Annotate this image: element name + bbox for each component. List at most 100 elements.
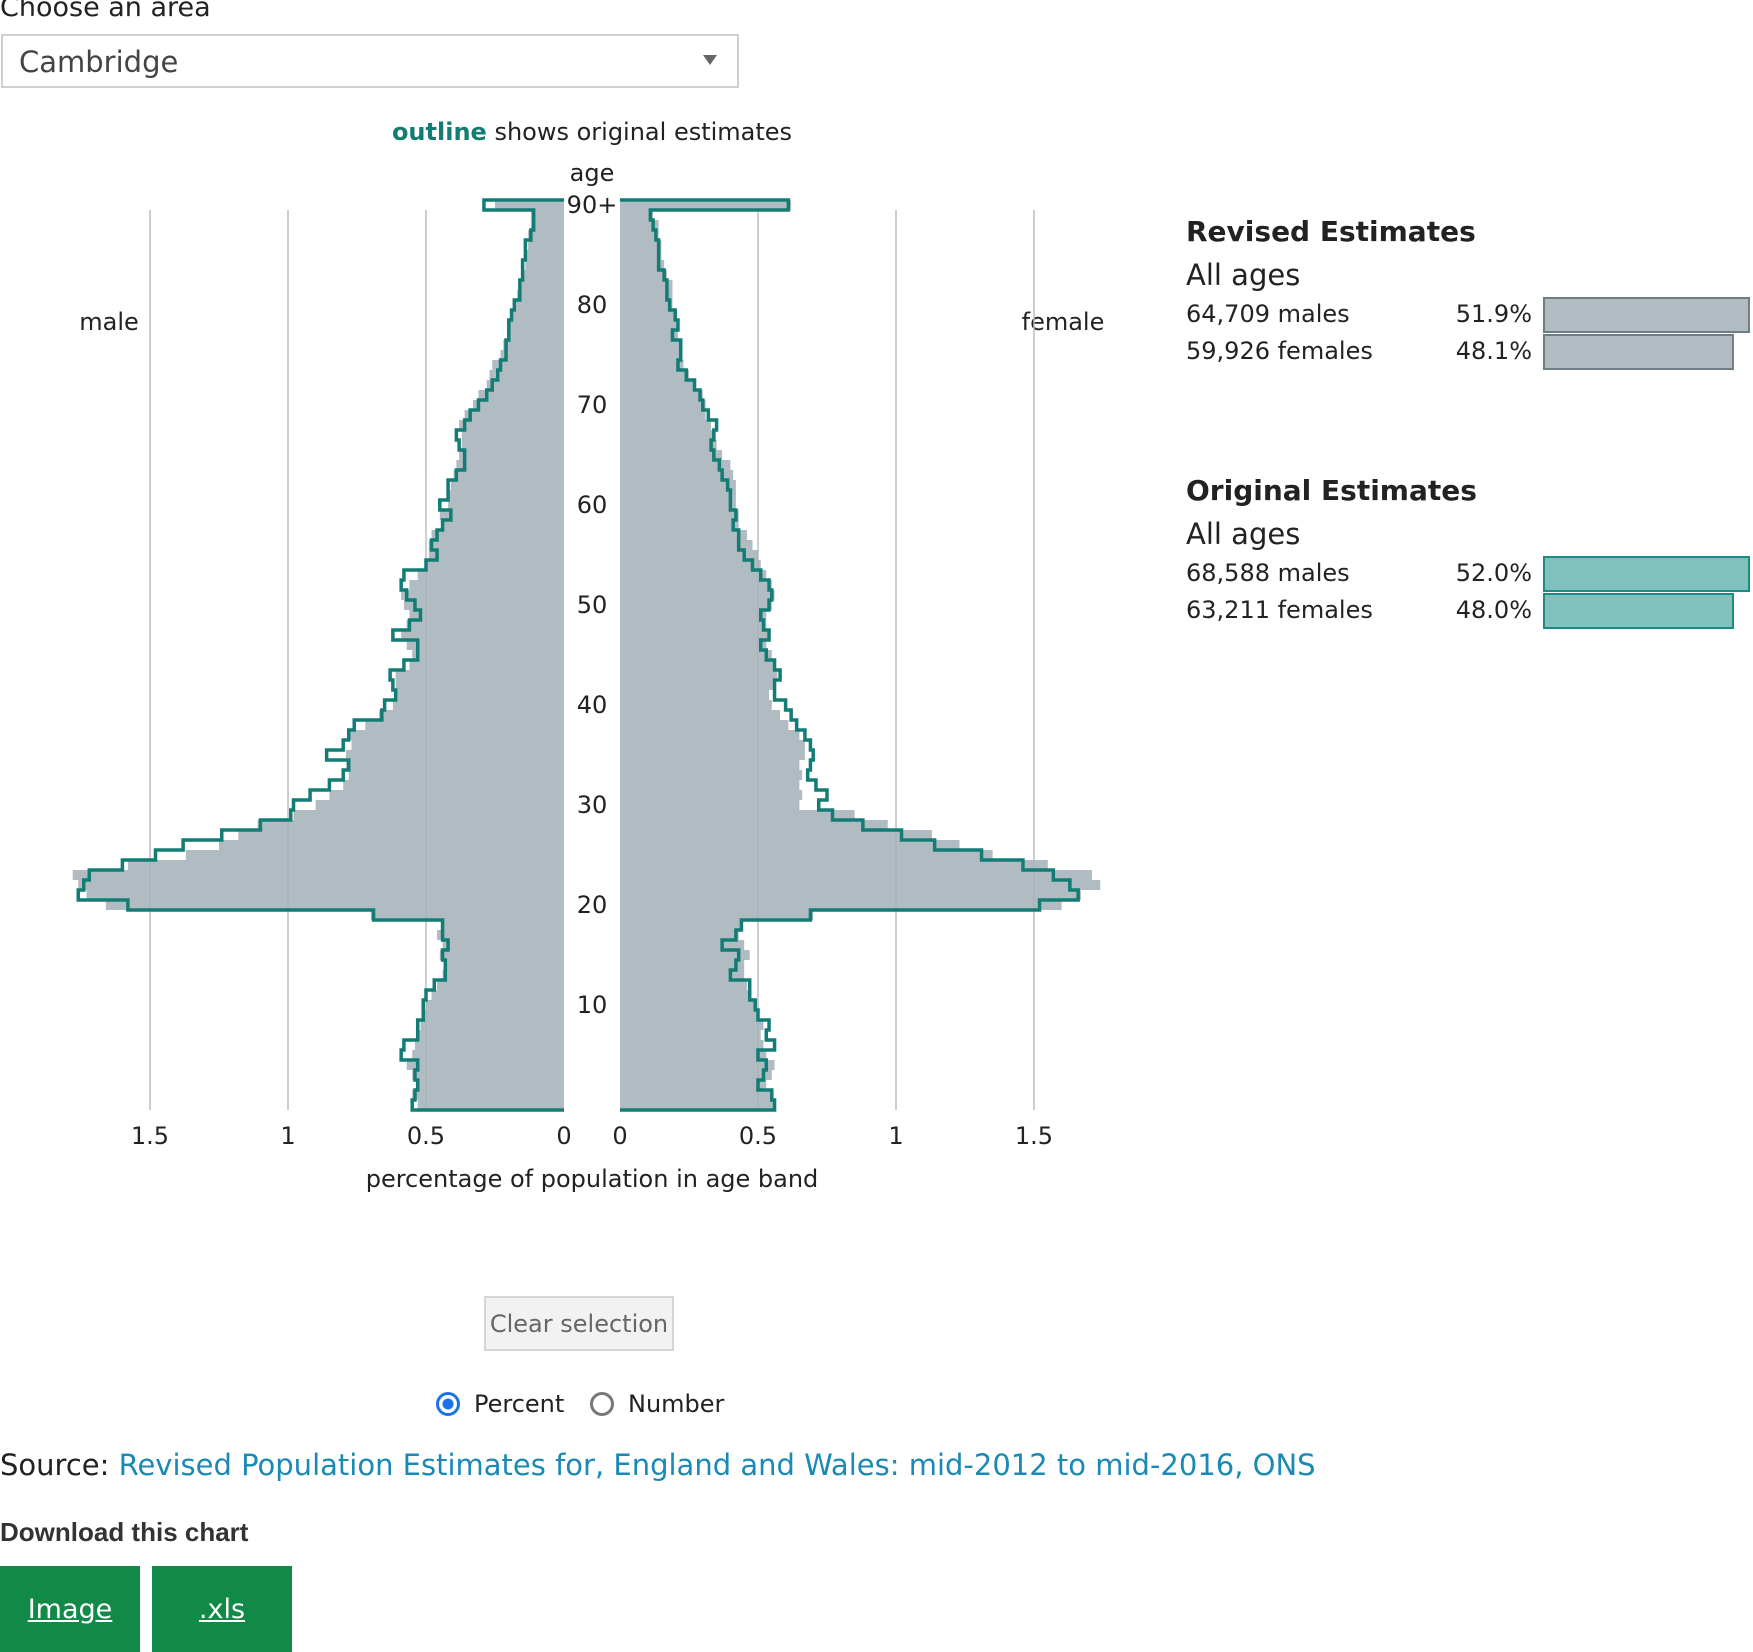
- bar-female: [620, 830, 932, 840]
- bar-male: [442, 940, 564, 950]
- bar-male: [401, 630, 564, 640]
- bar-male: [514, 300, 564, 310]
- bar-male: [459, 450, 564, 460]
- original-males-pct: 52.0%: [1455, 559, 1532, 587]
- area-select[interactable]: Cambridge: [1, 34, 739, 88]
- download-xls-button[interactable]: .xls: [152, 1566, 292, 1652]
- bar-female: [620, 720, 789, 730]
- download-image-button[interactable]: Image: [0, 1566, 140, 1652]
- original-title: Original Estimates: [1186, 474, 1477, 507]
- bar-male: [406, 640, 564, 650]
- bar-female: [620, 480, 736, 490]
- bar-female: [620, 550, 758, 560]
- bar-male: [406, 1060, 564, 1070]
- radio-number-option[interactable]: Number: [590, 1390, 724, 1418]
- bar-male: [456, 460, 564, 470]
- bar-male: [412, 1050, 564, 1060]
- bar-male: [459, 420, 564, 430]
- bar-female: [620, 520, 739, 530]
- bar-female: [620, 230, 659, 240]
- bar-female: [620, 490, 736, 500]
- bar-female: [620, 1100, 775, 1110]
- bar-male: [417, 1030, 564, 1040]
- bar-female: [620, 810, 855, 820]
- population-pyramid-chart: outline shows original estimates age mal…: [72, 118, 1104, 1193]
- bar-male: [315, 800, 564, 810]
- revised-bars: [72, 200, 1101, 1110]
- bar-male: [406, 620, 564, 630]
- bar-male: [412, 1090, 564, 1100]
- bar-male: [392, 700, 564, 710]
- bar-female: [620, 1090, 772, 1100]
- revised-males-bar: [1543, 297, 1750, 333]
- age-tick-label: 20: [577, 891, 608, 919]
- bar-female: [620, 970, 745, 980]
- bar-male: [403, 600, 564, 610]
- bar-female: [620, 680, 775, 690]
- bar-male: [530, 210, 564, 220]
- chevron-down-icon: [703, 55, 717, 65]
- x-tick-label: 0.5: [407, 1122, 445, 1150]
- bar-male: [500, 350, 564, 360]
- bar-male: [472, 400, 564, 410]
- bar-female: [620, 660, 775, 670]
- bar-male: [439, 510, 564, 520]
- bar-male: [489, 370, 564, 380]
- bar-female: [620, 560, 761, 570]
- x-tick-label: 1.5: [131, 1122, 169, 1150]
- bar-female: [620, 790, 803, 800]
- bar-female: [620, 950, 750, 960]
- bar-male: [522, 270, 564, 280]
- bar-male: [420, 1020, 564, 1030]
- bar-male: [401, 590, 564, 600]
- radio-percent-option[interactable]: Percent: [436, 1390, 564, 1418]
- bar-female: [620, 460, 731, 470]
- bar-female: [620, 630, 770, 640]
- bar-male: [351, 740, 564, 750]
- bar-male: [508, 320, 564, 330]
- bar-male: [439, 950, 564, 960]
- bar-female: [620, 640, 767, 650]
- bar-female: [620, 690, 770, 700]
- bar-male: [185, 850, 564, 860]
- bar-female: [620, 620, 767, 630]
- bar-female: [620, 940, 745, 950]
- x-tick-label: 1: [280, 1122, 295, 1150]
- bar-female: [620, 750, 805, 760]
- revised-females-bar: [1543, 334, 1735, 370]
- age-tick-label: 90+: [567, 191, 618, 219]
- radio-number[interactable]: [590, 1392, 614, 1416]
- bar-male: [450, 480, 564, 490]
- bar-male: [412, 1070, 564, 1080]
- bar-male: [86, 890, 565, 900]
- source-prefix: Source:: [0, 1448, 119, 1482]
- download-title: Download this chart: [0, 1517, 249, 1547]
- bar-male: [238, 830, 564, 840]
- bar-male: [503, 340, 564, 350]
- x-tick-label: 0: [556, 1122, 571, 1150]
- bar-female: [620, 400, 706, 410]
- bar-male: [395, 690, 564, 700]
- bar-female: [620, 800, 800, 810]
- radio-percent[interactable]: [436, 1392, 460, 1416]
- bar-female: [620, 930, 739, 940]
- bar-male: [448, 490, 564, 500]
- bar-male: [445, 960, 564, 970]
- clear-selection-button[interactable]: Clear selection: [484, 1296, 674, 1351]
- age-tick-label: 80: [577, 291, 608, 319]
- bar-female: [620, 860, 1048, 870]
- bar-male: [525, 260, 564, 270]
- bar-male: [219, 840, 564, 850]
- bar-female: [620, 240, 662, 250]
- bar-male: [348, 730, 564, 740]
- bar-female: [620, 990, 750, 1000]
- bar-female: [620, 600, 772, 610]
- outline-male: [76, 198, 564, 1112]
- bar-female: [620, 700, 772, 710]
- bar-female: [620, 540, 753, 550]
- bar-male: [478, 390, 564, 400]
- bar-female: [620, 200, 792, 210]
- source-link[interactable]: Revised Population Estimates for, Englan…: [118, 1448, 1316, 1482]
- x-tick-label: 0: [612, 1122, 627, 1150]
- bar-female: [620, 730, 800, 740]
